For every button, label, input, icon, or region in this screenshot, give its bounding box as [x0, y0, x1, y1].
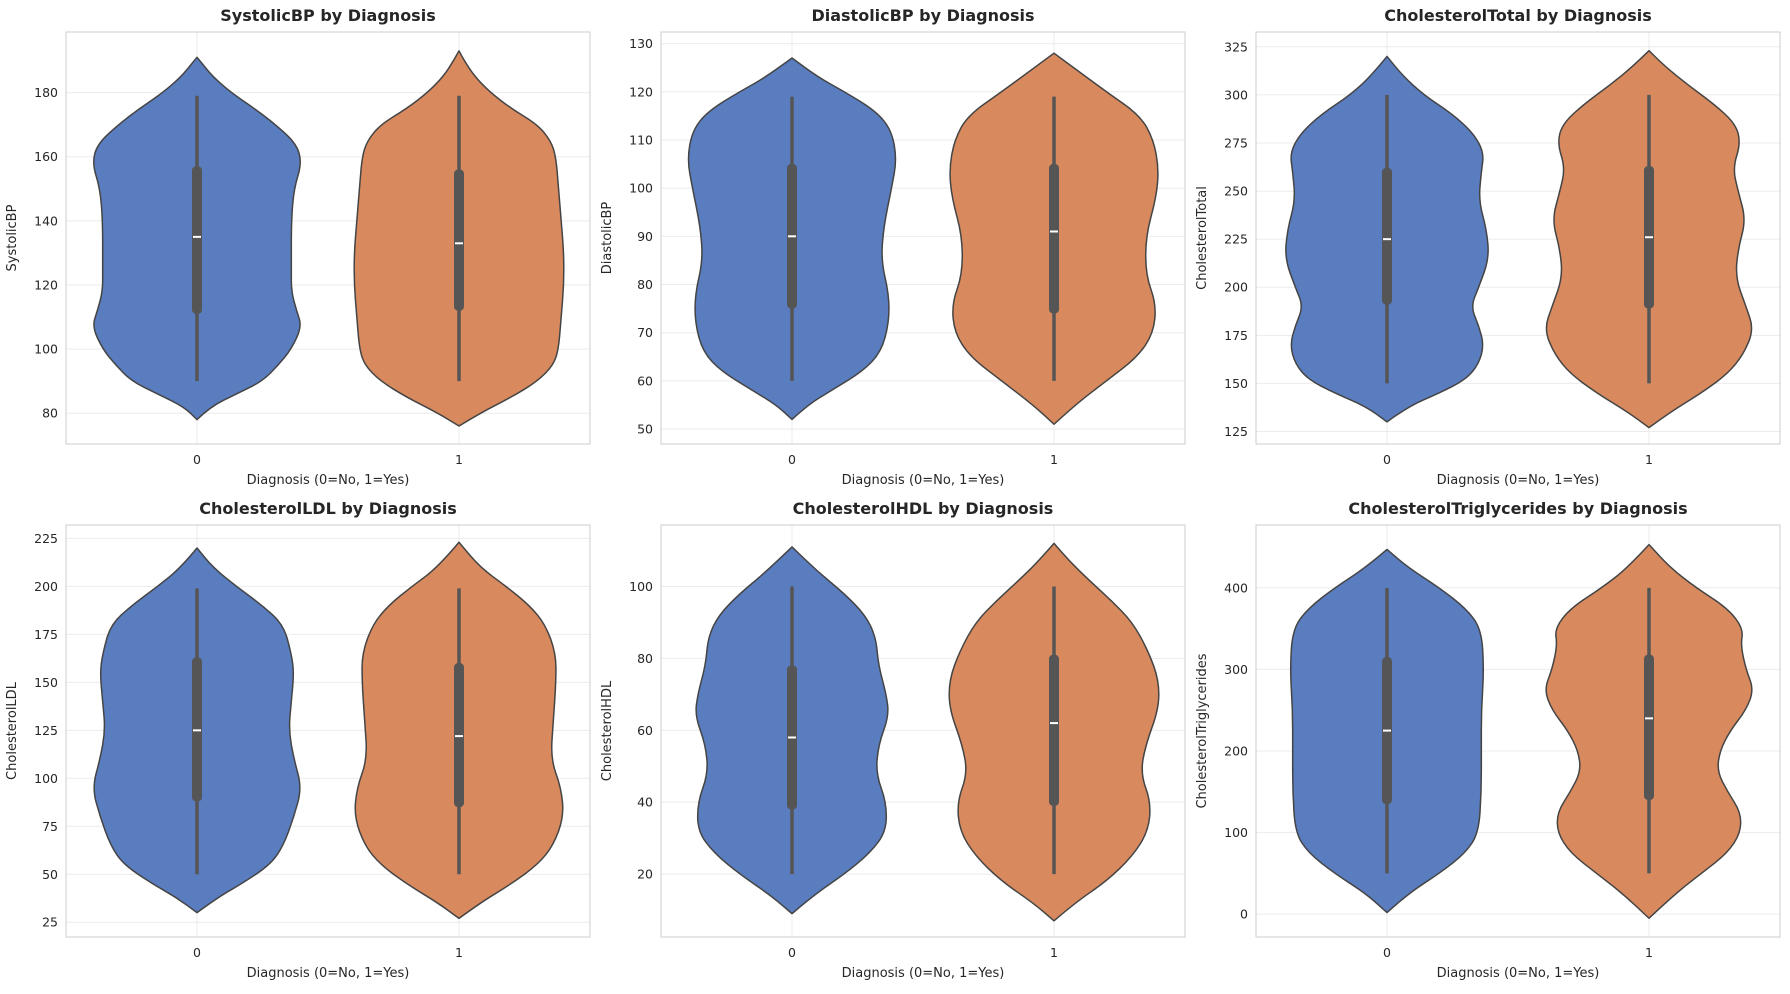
y-tick-label: 20 [637, 867, 653, 882]
y-axis-label: CholesterolLDL [5, 681, 20, 780]
y-tick-label: 100 [629, 579, 653, 594]
x-tick-label: 1 [1050, 452, 1058, 467]
x-tick-label: 0 [788, 945, 796, 960]
chart-title: CholesterolLDL by Diagnosis [199, 499, 456, 518]
y-tick-label: 275 [1224, 135, 1248, 150]
axes-frame [65, 31, 591, 445]
y-tick-label: 150 [34, 675, 58, 690]
iqr-box-0 [1382, 167, 1392, 305]
y-tick-label: 225 [34, 531, 58, 546]
y-tick-label: 125 [34, 723, 58, 738]
x-tick-label: 1 [455, 945, 463, 960]
x-tick-label: 0 [1383, 452, 1391, 467]
x-tick-label: 1 [455, 452, 463, 467]
y-tick-label: 110 [629, 132, 653, 147]
subplot-5: 20 40 60 80 100 0 1 CholesterolHDL by Diagnosis… [600, 499, 1186, 981]
iqr-box-1 [1644, 654, 1654, 800]
y-axis-label: CholesterolTriglycerides [1195, 653, 1210, 808]
x-axis-label: Diagnosis (0=No, 1=Yes) [247, 966, 410, 981]
y-tick-label: 0 [1240, 907, 1248, 922]
iqr-box-1 [1049, 164, 1059, 314]
y-tick-label: 120 [629, 84, 653, 99]
y-axis-label: CholesterolTotal [1195, 186, 1210, 290]
x-tick-label: 1 [1050, 945, 1058, 960]
iqr-box-0 [192, 166, 202, 314]
y-tick-label: 40 [637, 795, 653, 810]
y-tick-label: 90 [637, 229, 653, 244]
y-tick-label: 300 [1224, 87, 1248, 102]
y-tick-label: 180 [34, 85, 58, 100]
x-axis-label: Diagnosis (0=No, 1=Yes) [1437, 966, 1600, 981]
axes-frame [660, 524, 1186, 938]
y-tick-label: 175 [1224, 328, 1248, 343]
x-tick-label: 1 [1645, 945, 1653, 960]
chart-title: DiastolicBP by Diagnosis [811, 6, 1034, 25]
axes-frame [1255, 31, 1781, 445]
y-tick-label: 100 [1224, 825, 1248, 840]
y-axis-label: DiastolicBP [600, 202, 615, 275]
chart-title: SystolicBP by Diagnosis [220, 6, 435, 25]
y-tick-label: 175 [34, 627, 58, 642]
x-axis-label: Diagnosis (0=No, 1=Yes) [1437, 473, 1600, 488]
subplot-4: 25 50 75 100 125 150 175 200 225 0 1 CholesterolLDL… [5, 499, 591, 981]
y-tick-label: 75 [42, 819, 58, 834]
subplot-3: 125 150 175 200 225 250 275 300 325 0 1 Cholesterol… [1195, 6, 1781, 488]
x-tick-label: 0 [788, 452, 796, 467]
y-tick-label: 130 [629, 36, 653, 51]
iqr-box-1 [1049, 654, 1059, 806]
y-tick-label: 100 [629, 181, 653, 196]
axes-frame [1255, 524, 1781, 938]
x-axis-label: Diagnosis (0=No, 1=Yes) [247, 473, 410, 488]
y-axis-label: SystolicBP [5, 204, 20, 271]
y-tick-label: 200 [34, 579, 58, 594]
subplot-2: 50 60 70 80 90 100 110 120 130 0 1 DiastolicBP by D… [600, 6, 1186, 488]
y-tick-label: 60 [637, 373, 653, 388]
y-tick-label: 120 [34, 277, 58, 292]
y-tick-label: 50 [637, 422, 653, 437]
x-tick-label: 0 [1383, 945, 1391, 960]
y-tick-label: 80 [42, 406, 58, 421]
y-tick-label: 160 [34, 149, 58, 164]
axes-frame [660, 31, 1186, 445]
y-tick-label: 50 [42, 867, 58, 882]
chart-title: CholesterolTotal by Diagnosis [1384, 6, 1652, 25]
y-tick-label: 125 [1224, 424, 1248, 439]
y-tick-label: 70 [637, 325, 653, 340]
y-tick-label: 80 [637, 277, 653, 292]
y-tick-label: 60 [637, 723, 653, 738]
y-axis-label: CholesterolHDL [600, 680, 615, 781]
x-tick-label: 1 [1645, 452, 1653, 467]
chart-title: CholesterolHDL by Diagnosis [793, 499, 1054, 518]
x-tick-label: 0 [193, 945, 201, 960]
y-tick-label: 150 [1224, 376, 1248, 391]
y-tick-label: 140 [34, 213, 58, 228]
y-tick-label: 250 [1224, 184, 1248, 199]
subplot-6: 0 100 200 300 400 0 1 CholesterolTriglycerides … [1195, 499, 1781, 981]
axes-frame [65, 524, 591, 938]
y-tick-label: 80 [637, 651, 653, 666]
y-tick-label: 400 [1224, 580, 1248, 595]
y-tick-label: 100 [34, 771, 58, 786]
y-tick-label: 200 [1224, 280, 1248, 295]
iqr-box-1 [454, 169, 464, 311]
x-axis-label: Diagnosis (0=No, 1=Yes) [842, 966, 1005, 981]
subplot-1: 80 100 120 140 160 180 0 1 SystolicBP by Diagnos… [5, 6, 591, 488]
y-tick-label: 200 [1224, 743, 1248, 758]
y-tick-label: 225 [1224, 232, 1248, 247]
y-tick-label: 325 [1224, 39, 1248, 54]
x-tick-label: 0 [193, 452, 201, 467]
y-tick-label: 100 [34, 342, 58, 357]
y-tick-label: 300 [1224, 662, 1248, 677]
chart-title: CholesterolTriglycerides by Diagnosis [1348, 499, 1687, 518]
x-axis-label: Diagnosis (0=No, 1=Yes) [842, 473, 1005, 488]
y-tick-label: 25 [42, 915, 58, 930]
